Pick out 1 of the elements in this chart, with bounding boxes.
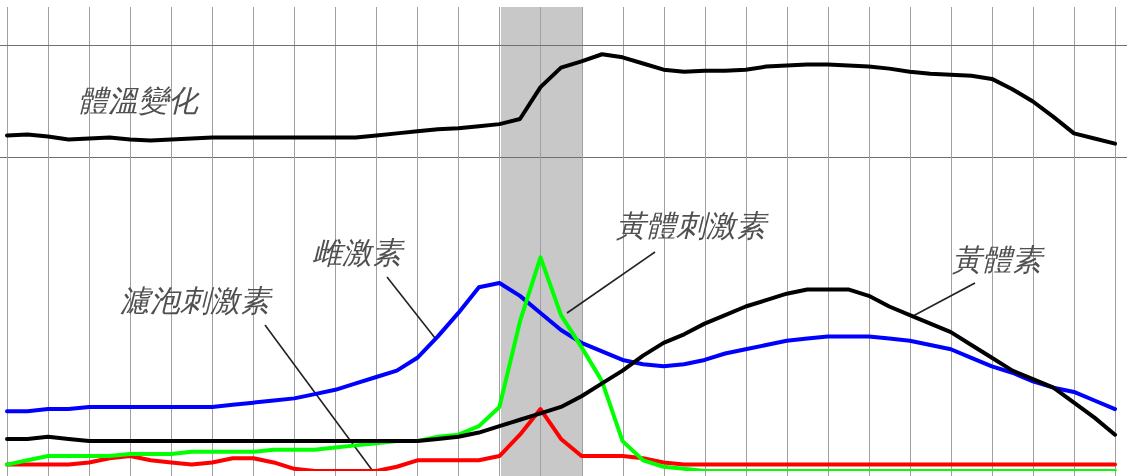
- series-label: 體溫變化: [78, 84, 198, 117]
